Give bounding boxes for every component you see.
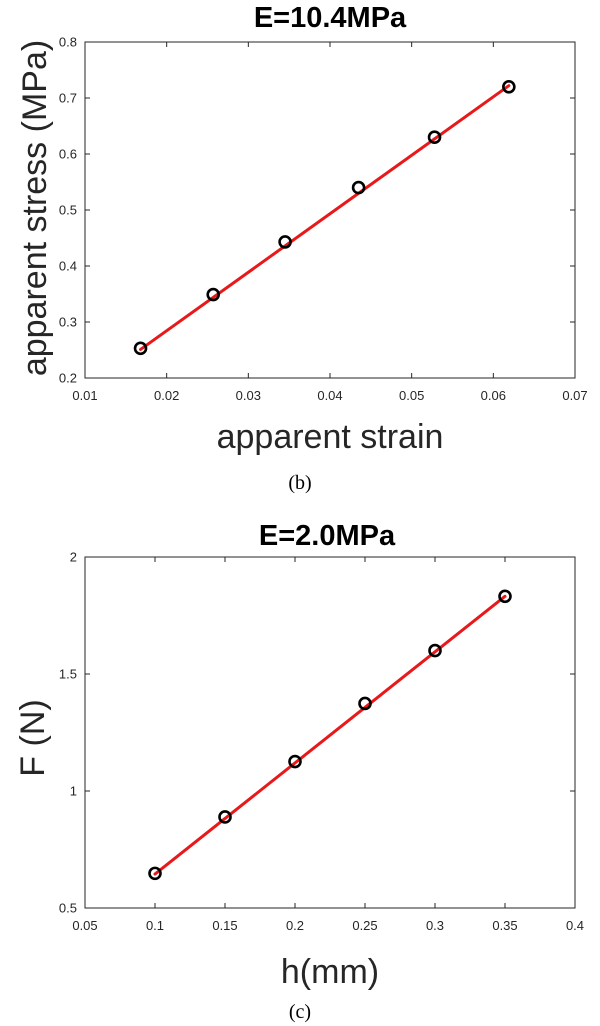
x-tick-label: 0.05 [72,918,97,933]
y-tick-label: 1.5 [59,667,77,682]
y-tick-label: 0.3 [59,315,77,330]
x-tick-label: 0.01 [72,388,97,403]
y-axis-label: F (N) [14,699,52,776]
data-point [288,754,302,769]
data-point [358,696,372,711]
y-tick-label: 0.7 [59,91,77,106]
y-tick-label: 0.6 [59,147,77,162]
x-tick-label: 0.25 [352,918,377,933]
x-axis-label: apparent strain [217,418,444,456]
fit-line [139,84,511,351]
y-tick-label: 0.4 [59,259,77,274]
data-point [428,643,442,658]
y-axis-label: apparent stress (MPa) [16,40,54,376]
chart-b: E=10.4MPa apparent strain apparent stres… [16,2,588,494]
x-tick-label: 0.4 [566,918,584,933]
x-tick-label: 0.15 [212,918,237,933]
y-tick-label: 0.5 [59,901,77,916]
data-point [502,80,516,94]
chart-title: E=10.4MPa [254,2,407,34]
x-tick-label: 0.07 [562,388,587,403]
data-point [498,589,512,604]
panel-label: (b) [288,472,311,494]
plot-frame [84,556,576,909]
x-tick-label: 0.1 [146,918,164,933]
x-tick-label: 0.03 [236,388,261,403]
y-tick-label: 1 [70,784,77,799]
y-tick-label: 0.8 [59,35,77,50]
x-axis-label: h(mm) [281,953,379,991]
x-tick-label: 0.2 [286,918,304,933]
x-tick-label: 0.3 [426,918,444,933]
data-point [351,180,366,195]
fit-line [153,594,507,876]
x-tick-label: 0.06 [481,388,506,403]
y-tick-label: 0.2 [59,371,77,386]
chart-c: E=2.0MPa h(mm) F (N) (c) 0.05 0.1 0.15 0.2 0… [14,520,584,1023]
x-tick-label: 0.02 [154,388,179,403]
data-point [206,287,221,302]
data-point [133,341,148,356]
data-point [218,810,232,824]
y-tick-label: 2 [70,550,77,565]
data-point [278,235,292,249]
y-tick-label: 0.5 [59,203,77,218]
x-tick-label: 0.04 [317,388,342,403]
x-tick-label: 0.05 [399,388,424,403]
chart-title: E=2.0MPa [259,520,396,552]
x-tick-label: 0.35 [492,918,517,933]
data-point [148,866,162,881]
data-point [427,130,442,144]
panel-label: (c) [289,1001,311,1023]
